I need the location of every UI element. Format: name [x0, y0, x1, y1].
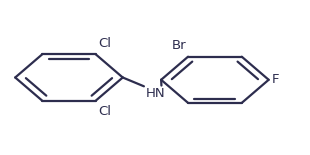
Text: Br: Br	[172, 40, 187, 52]
Text: Cl: Cl	[98, 105, 111, 118]
Text: F: F	[272, 73, 279, 86]
Text: Cl: Cl	[98, 37, 111, 50]
Text: HN: HN	[145, 87, 165, 100]
